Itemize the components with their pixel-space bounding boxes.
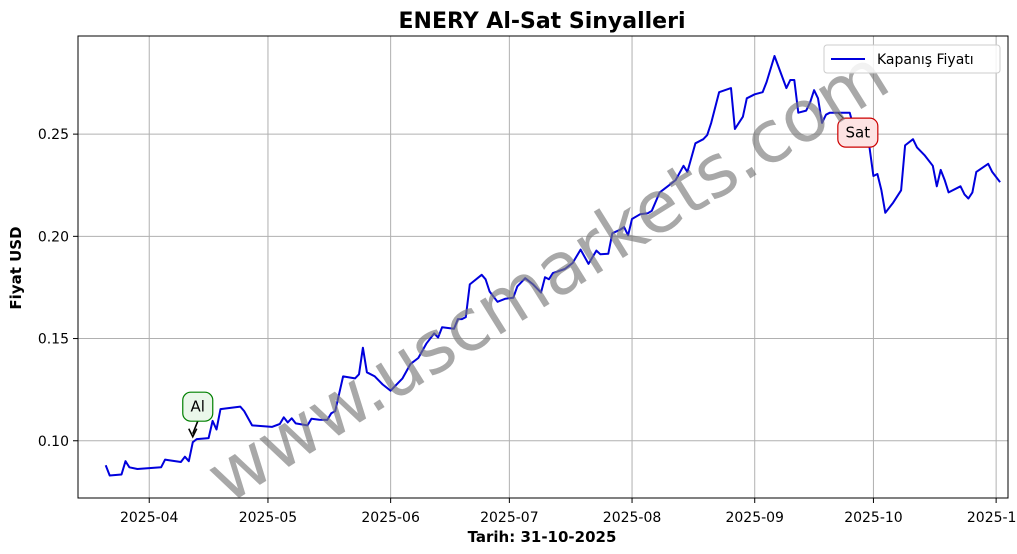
x-tick-label: 2025-10 [844, 510, 903, 526]
x-axis-label: Tarih: 31-10-2025 [468, 528, 617, 546]
annotation-box [182, 391, 214, 422]
grid [78, 36, 1008, 498]
y-tick-label: 0.15 [38, 332, 69, 348]
annotation-label: Sat [846, 124, 871, 142]
x-axis: 2025-04 2025-05 2025-06 2025-07 2025-08 2025-… [120, 498, 1017, 526]
x-tick-label: 2025-04 [120, 510, 179, 526]
annotation-box [837, 117, 879, 148]
annotation-label: Al [191, 398, 205, 416]
legend-box [823, 44, 1001, 74]
y-axis: 0.10 0.15 0.20 0.25 [38, 127, 78, 450]
y-tick-label: 0.10 [38, 434, 69, 450]
y-tick-label: 0.20 [38, 229, 69, 245]
signal-annotations: Al Sat [182, 112, 879, 439]
x-tick-label: 2025-08 [603, 510, 662, 526]
x-tick-label: 2025-06 [361, 510, 420, 526]
x-tick-label: 2025-09 [725, 510, 784, 526]
y-tick-label: 0.25 [38, 127, 69, 143]
annotation-buy: Al [182, 391, 214, 439]
annotation-arrow [192, 420, 199, 434]
legend: Kapanış Fiyatı [823, 44, 1001, 74]
x-tick-label: 2025-07 [480, 510, 539, 526]
x-tick-label: 2025-11 [967, 510, 1017, 526]
chart-title: ENERY Al-Sat Sinyalleri [399, 9, 686, 34]
x-tick-label: 2025-05 [239, 510, 298, 526]
y-axis-label: Fiyat USD [7, 226, 25, 309]
legend-label: Kapanış Fiyatı [877, 52, 974, 68]
arrow-head-icon [188, 428, 198, 439]
plot-area [77, 35, 1009, 499]
annotation-sell: Sat [837, 112, 879, 148]
